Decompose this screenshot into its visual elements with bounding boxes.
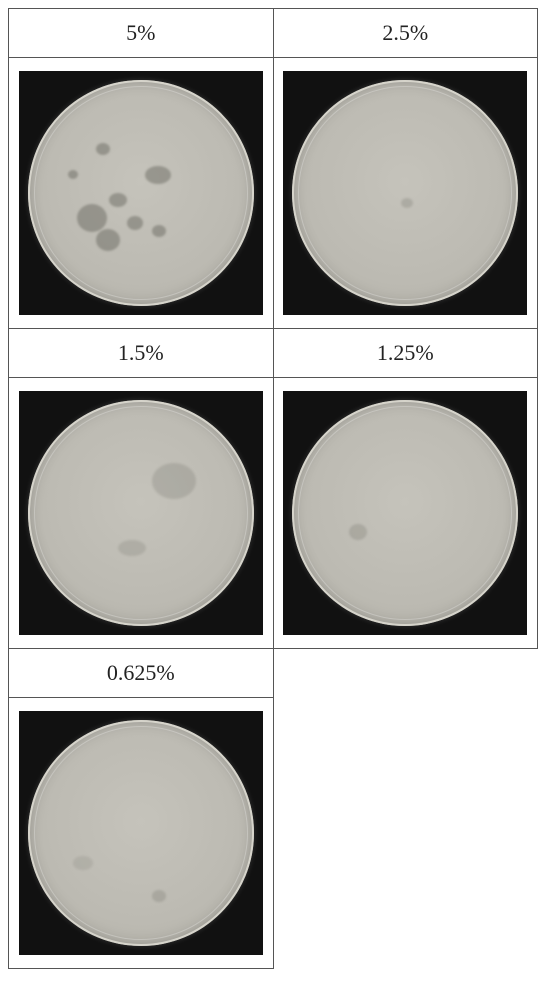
dish-cell-2_5pct — [273, 58, 538, 329]
image-row-1 — [9, 58, 538, 329]
dish-frame — [19, 391, 263, 635]
colony-spot — [73, 856, 93, 870]
label-row-2: 1.5% 1.25% — [9, 329, 538, 378]
colony-spot — [401, 198, 413, 208]
label-5pct: 5% — [9, 9, 274, 58]
label-0_625pct: 0.625% — [9, 649, 274, 698]
colony-spot — [152, 225, 166, 237]
colony-spot — [96, 229, 120, 251]
colony-spot — [68, 170, 78, 179]
label-row-1: 5% 2.5% — [9, 9, 538, 58]
colony-spot — [109, 193, 127, 207]
petri-dish-figure-table: 5% 2.5% 1.5% 1.25% — [8, 8, 538, 969]
dish-frame — [283, 71, 527, 315]
colony-spot — [152, 463, 196, 499]
dish-frame — [19, 711, 263, 955]
label-1_5pct: 1.5% — [9, 329, 274, 378]
colony-spot — [145, 166, 171, 184]
colony-spot — [96, 143, 110, 155]
image-row-2 — [9, 378, 538, 649]
label-2_5pct: 2.5% — [273, 9, 538, 58]
empty-label-cell — [273, 649, 538, 698]
image-row-3 — [9, 698, 538, 969]
petri-dish-2_5pct — [292, 80, 518, 306]
petri-dish-1_5pct — [28, 400, 254, 626]
petri-dish-0_625pct — [28, 720, 254, 946]
colony-spot — [349, 524, 367, 540]
colony-spot — [152, 890, 166, 902]
dish-cell-5pct — [9, 58, 274, 329]
dish-cell-1_25pct — [273, 378, 538, 649]
petri-dish-1_25pct — [292, 400, 518, 626]
dish-cell-1_5pct — [9, 378, 274, 649]
petri-dish-5pct — [28, 80, 254, 306]
colony-spot — [118, 540, 146, 556]
label-row-3: 0.625% — [9, 649, 538, 698]
dish-cell-0_625pct — [9, 698, 274, 969]
empty-image-cell — [273, 698, 538, 969]
dish-frame — [19, 71, 263, 315]
colony-spot — [77, 204, 107, 232]
label-1_25pct: 1.25% — [273, 329, 538, 378]
colony-spot — [127, 216, 143, 230]
dish-frame — [283, 391, 527, 635]
